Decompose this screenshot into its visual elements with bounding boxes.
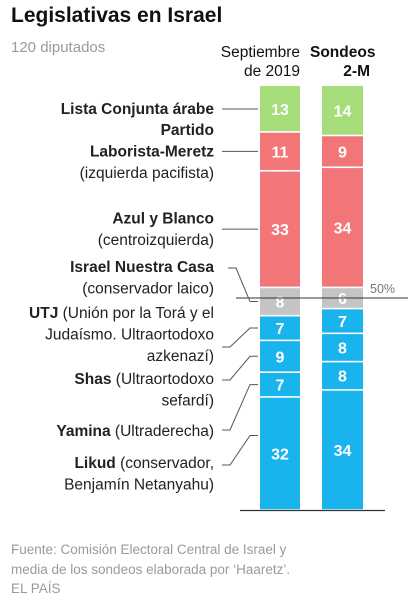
series-label: UTJ (Unión por la Torá y el [29, 305, 214, 322]
column-header-line: Sondeos [310, 44, 376, 61]
series-label-desc: (Ultraortodoxo [111, 371, 214, 388]
bar-segment [322, 136, 363, 167]
series-label-name: Likud [74, 455, 115, 472]
chart-subtitle: 120 diputados [11, 39, 106, 56]
bar-segment [260, 341, 300, 372]
series-label-desc: sefardí) [161, 393, 214, 410]
series-label-desc: (izquierda pacifista) [80, 165, 214, 182]
series-label-desc: Benjamín Netanyahu) [64, 477, 214, 494]
column-header-septiembre: Septiembre de 2019 [198, 43, 300, 81]
chart-title: Legislativas en Israel [11, 4, 223, 27]
column-header-line: de 2019 [243, 63, 300, 80]
series-label: Azul y Blanco [112, 210, 214, 227]
column-header-line: 2-M [343, 63, 370, 80]
bar-segment [322, 390, 363, 510]
series-label-name: Yamina [56, 423, 111, 440]
series-label-desc: (conservador laico) [82, 281, 214, 298]
series-label-name: Azul y Blanco [112, 210, 214, 227]
bar-segment [260, 171, 300, 287]
series-label: Yamina (Ultraderecha) [56, 423, 214, 440]
series-label-desc: Judaísmo. Ultraortodoxo [45, 327, 214, 344]
column-header-sondeos: Sondeos 2-M [310, 43, 376, 81]
bar-value-label: 9 [338, 144, 347, 161]
series-label-name: Israel Nuestra Casa [70, 259, 214, 276]
bar-segment [322, 309, 363, 333]
bar-value-label: 8 [338, 340, 347, 357]
source-line: Fuente: Comisión Electoral Central de Is… [11, 542, 287, 557]
column-header-line: Septiembre [220, 44, 300, 61]
series-label: Lista Conjunta árabe [61, 101, 215, 118]
bar-segment [260, 397, 300, 510]
bar-segment [260, 288, 300, 315]
bar-segment [322, 168, 363, 287]
series-label-desc: (Ultraderecha) [111, 423, 214, 440]
bar-segment [322, 362, 363, 390]
bar-value-label: 14 [334, 104, 352, 121]
series-label: sefardí) [161, 393, 214, 410]
series-label-desc: (centroizquierda) [98, 232, 214, 249]
bar-value-label: 8 [276, 295, 285, 312]
bar-value-label: 7 [276, 378, 285, 395]
label-connector [222, 327, 258, 348]
bar-value-label: 34 [334, 443, 352, 460]
source-line: EL PAÍS [11, 581, 61, 596]
bar-segment [260, 86, 300, 132]
bar-value-label: 34 [334, 220, 352, 237]
bar-value-label: 7 [338, 314, 347, 331]
series-label-desc: (Unión por la Torá y el [58, 305, 214, 322]
series-label: (izquierda pacifista) [80, 165, 214, 182]
bar-value-label: 32 [271, 446, 289, 463]
source-line: media de los sondeos elaborada por ‘Haar… [11, 561, 291, 577]
label-connector [222, 355, 258, 381]
series-label: (centroizquierda) [98, 232, 214, 249]
source-note: Fuente: Comisión Electoral Central de Is… [11, 540, 351, 599]
series-label-desc: azkenazí) [147, 348, 214, 365]
bar-segment [260, 316, 300, 340]
series-label-name: Lista Conjunta árabe [61, 101, 215, 118]
bar-value-label: 8 [338, 369, 347, 386]
series-label: azkenazí) [147, 348, 214, 365]
series-label-name: UTJ [29, 305, 58, 322]
series-label: Benjamín Netanyahu) [64, 477, 214, 494]
series-label: Laborista-Meretz [90, 143, 214, 160]
series-label: Partido [161, 122, 214, 139]
series-label: (conservador laico) [82, 281, 214, 298]
bar-value-label: 33 [271, 222, 289, 239]
series-label-desc: (conservador, [116, 455, 214, 472]
series-label-name: Shas [74, 371, 111, 388]
series-label: Likud (conservador, [74, 455, 214, 472]
series-label: Judaísmo. Ultraortodoxo [45, 327, 214, 344]
label-connector [228, 267, 258, 303]
majority-label: 50% [370, 282, 395, 296]
bar-segment [322, 86, 363, 135]
bar-segment [322, 334, 363, 361]
bar-segment [260, 132, 300, 170]
series-label: Israel Nuestra Casa [70, 259, 214, 276]
series-label-name: Laborista-Meretz [90, 143, 214, 160]
series-label: Shas (Ultraortodoxo [74, 371, 214, 388]
bar-value-label: 9 [276, 349, 285, 366]
label-connector [222, 434, 258, 466]
bar-value-label: 13 [271, 102, 289, 119]
bar-value-label: 11 [272, 144, 289, 161]
series-label-name: Partido [161, 122, 214, 139]
bar-segment [260, 373, 300, 397]
bar-value-label: 6 [338, 291, 347, 308]
label-connector [222, 384, 258, 431]
bar-value-label: 7 [276, 321, 285, 338]
